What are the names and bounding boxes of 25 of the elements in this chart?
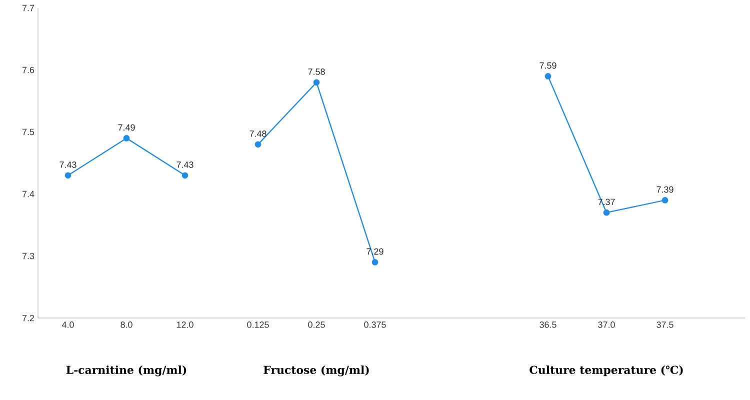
y-tick-label: 7.5: [22, 128, 34, 136]
data-label: 7.49: [118, 124, 135, 131]
y-tick-label: 7.7: [22, 4, 34, 12]
data-label: 7.39: [656, 186, 674, 193]
x-tick-label: 0.375: [364, 322, 386, 328]
x-tick-label: 37.5: [656, 322, 674, 328]
x-tick-label: 12.0: [176, 322, 194, 328]
y-tick-label: 7.6: [22, 66, 34, 74]
x-axis-title: Culture temperature (℃): [530, 366, 683, 376]
y-tick-label: 7.3: [22, 252, 34, 260]
x-tick-label: 0.125: [247, 322, 269, 328]
x-axis-title: Fructose (mg/ml): [264, 366, 369, 376]
data-label: 7.43: [60, 162, 76, 168]
data-label: 7.59: [540, 62, 556, 69]
x-tick-label: 8.0: [120, 322, 132, 328]
x-tick-label: 4.0: [62, 322, 74, 328]
x-tick-label: 37.0: [598, 322, 615, 328]
data-label: 7.48: [250, 130, 266, 137]
y-tick-label: 7.2: [22, 314, 34, 322]
x-axis-title: L-carnitine (mg/ml): [66, 366, 186, 376]
x-tick-label: 0.25: [308, 322, 325, 328]
y-tick-label: 7.4: [22, 190, 34, 198]
data-label: 7.58: [308, 68, 325, 75]
data-label: 7.43: [176, 162, 194, 168]
x-tick-label: 36.5: [540, 322, 556, 328]
